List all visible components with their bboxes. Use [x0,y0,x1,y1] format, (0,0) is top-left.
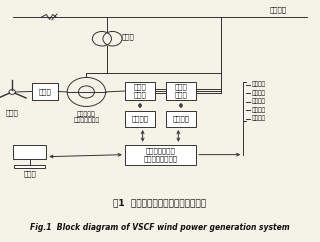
Text: 定子电压: 定子电压 [252,82,266,88]
Text: 定子电流: 定子电流 [252,90,266,96]
Text: 图1  变速恒频风力发电系统原理框图: 图1 变速恒频风力发电系统原理框图 [113,199,207,208]
FancyBboxPatch shape [13,145,46,159]
Text: 电机转速: 电机转速 [252,116,266,121]
FancyBboxPatch shape [166,82,196,100]
FancyBboxPatch shape [125,111,155,127]
FancyBboxPatch shape [166,111,196,127]
Text: 驱动电路: 驱动电路 [132,116,148,122]
Circle shape [9,90,15,94]
Text: 双馈式变速
恒频风力发电机: 双馈式变速 恒频风力发电机 [73,111,100,123]
Text: 增速箱: 增速箱 [39,88,52,95]
Text: 转子侧
变流器: 转子侧 变流器 [134,84,146,98]
Text: 电力系统: 电力系统 [270,7,287,13]
FancyBboxPatch shape [125,145,196,165]
Text: 电网侧
变流器: 电网侧 变流器 [175,84,187,98]
Text: 转子电流: 转子电流 [252,107,266,113]
Text: 风力机: 风力机 [6,109,19,116]
Text: 基于微处理器的
变速恒频控制系统: 基于微处理器的 变速恒频控制系统 [143,147,178,162]
FancyBboxPatch shape [14,166,45,168]
FancyBboxPatch shape [125,82,155,100]
Text: 控制台: 控制台 [23,170,36,177]
FancyBboxPatch shape [32,83,58,100]
Text: 驱动电路: 驱动电路 [172,116,189,122]
Text: Fig.1  Block diagram of VSCF wind power generation system: Fig.1 Block diagram of VSCF wind power g… [30,223,290,232]
Text: 转子电压: 转子电压 [252,99,266,105]
Text: 变压器: 变压器 [122,33,134,40]
